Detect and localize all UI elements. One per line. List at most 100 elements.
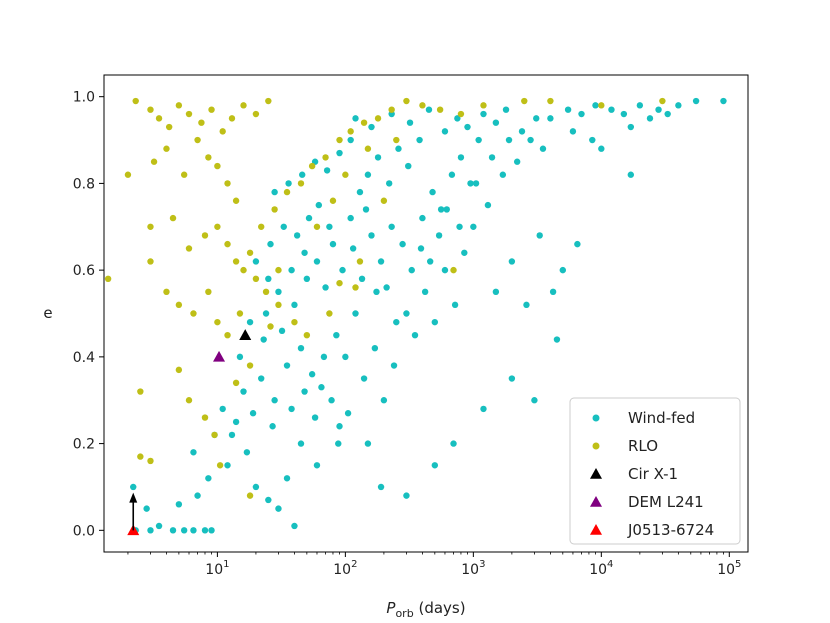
point-wind-fed [283,362,291,369]
point-rlo [180,171,188,178]
point-wind-fed [390,362,398,369]
point-rlo [419,102,426,109]
point-wind-fed [377,483,385,491]
point-wind-fed [155,522,163,530]
point-rlo [147,258,154,265]
point-wind-fed [608,106,615,113]
point-wind-fed [308,371,316,378]
point-rlo [659,97,666,105]
point-rlo [262,288,270,296]
point-rlo [267,323,274,330]
point-rlo [147,223,154,230]
point-rlo [308,162,316,170]
point-wind-fed [549,288,557,296]
point-rlo [313,223,321,230]
point-rlo [104,275,112,283]
point-rlo [360,119,368,126]
point-rlo [214,162,221,170]
point-wind-fed [240,388,247,395]
point-wind-fed [349,245,357,252]
point-rlo [185,110,193,118]
point-wind-fed [461,249,468,256]
legend-box [569,397,741,545]
point-wind-fed [499,171,507,178]
point-wind-fed [488,154,496,161]
point-wind-fed [320,353,328,361]
point-wind-fed [547,115,554,122]
x-axis-label-sub: orb [395,607,413,620]
point-wind-fed [592,102,599,109]
plot-frame [103,74,749,553]
point-rlo [393,136,400,144]
point-wind-fed [271,397,278,404]
point-wind-fed [395,145,402,152]
marker-cir-x-1 [239,329,252,340]
point-wind-fed [408,266,415,274]
point-rlo [175,102,183,109]
point-wind-fed [285,180,292,187]
point-rlo [275,301,282,309]
point-wind-fed [536,232,543,239]
legend-label-rlo: RLO [628,437,658,455]
point-rlo [246,249,254,256]
x-axis-ticks: 101 102 103 104 105 [127,552,741,578]
point-rlo [175,301,183,309]
marker-dem-l241 [213,350,226,362]
point-wind-fed [360,375,368,382]
point-wind-fed [328,397,335,404]
point-wind-fed [147,527,154,534]
point-wind-fed [431,462,439,469]
point-wind-fed [339,266,346,274]
point-wind-fed [169,527,177,534]
point-wind-fed [323,167,331,174]
point-wind-fed [574,240,581,248]
point-rlo [265,97,272,105]
point-wind-fed [598,145,605,152]
point-wind-fed [578,110,585,118]
point-rlo [163,145,170,152]
point-rlo [137,388,144,395]
point-wind-fed [472,180,480,187]
point-wind-fed [531,397,538,404]
point-wind-fed [190,449,197,456]
point-rlo [211,431,218,439]
point-rlo [216,462,224,469]
point-rlo [347,128,354,135]
point-wind-fed [426,258,434,265]
x-axis-label: Porb (days) [386,599,465,620]
point-rlo [201,232,209,239]
point-wind-fed [431,318,439,326]
point-rlo [219,128,226,135]
point-wind-fed [492,119,500,126]
point-wind-fed [411,331,419,339]
point-wind-fed [301,388,308,395]
point-rlo [547,97,554,105]
point-wind-fed [130,483,137,491]
point-rlo [252,275,260,283]
point-rlo [480,102,487,109]
point-rlo [336,279,343,287]
point-wind-fed [260,336,267,343]
point-wind-fed [646,115,654,122]
point-rlo [224,240,231,248]
point-wind-fed [358,275,366,283]
point-wind-fed [303,275,311,283]
point-rlo [208,106,215,113]
point-rlo [450,266,457,274]
point-wind-fed [523,301,530,309]
point-wind-fed [388,223,395,230]
point-wind-fed [315,201,323,209]
point-wind-fed [175,501,183,508]
point-wind-fed [417,245,425,252]
point-wind-fed [664,110,671,118]
x-tick-label: 102 [333,559,357,578]
point-wind-fed [322,284,329,291]
point-wind-fed [564,106,572,113]
point-wind-fed [313,258,321,265]
point-wind-fed [513,158,521,165]
point-wind-fed [342,353,349,361]
point-rlo [198,119,205,126]
point-rlo [205,288,212,296]
point-wind-fed [318,384,325,391]
legend-items: Wind-fed RLO Cir X-1 DEM L241 J0513-6724 [590,409,714,539]
